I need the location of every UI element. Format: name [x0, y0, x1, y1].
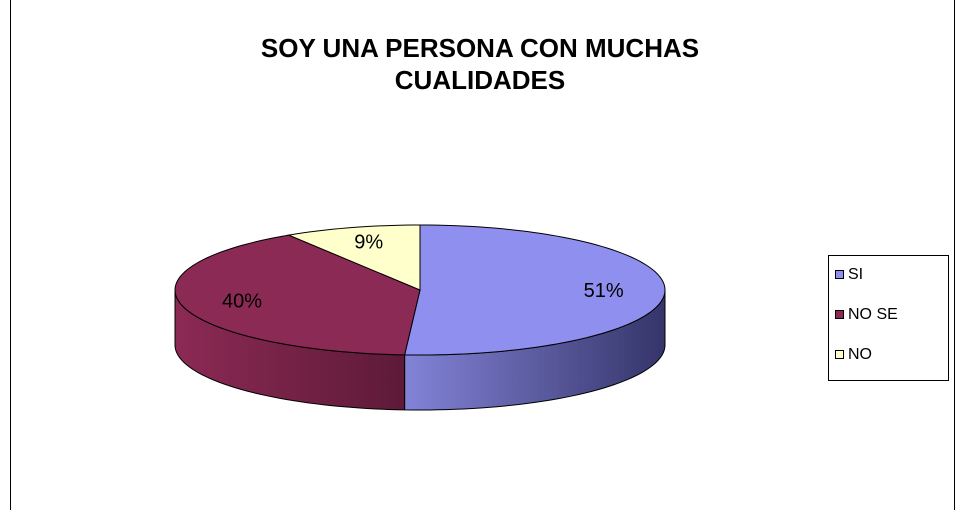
pie: 51% 40% 9% — [174, 224, 666, 411]
legend-box — [828, 255, 949, 381]
data-label: 51% — [584, 280, 624, 302]
slice — [174, 234, 421, 356]
chart-title: SOY UNA PERSONA CON MUCHAS CUALIDADES — [260, 33, 700, 95]
slice — [403, 224, 666, 356]
legend-label: SI — [848, 266, 863, 283]
legend-label: NO SE — [848, 306, 898, 323]
data-label: 40% — [222, 290, 262, 312]
legend-swatch — [835, 350, 844, 359]
legend-swatch — [835, 310, 844, 319]
legend-label: NO — [848, 346, 872, 363]
legend-swatch — [835, 270, 844, 279]
data-label: 9% — [354, 231, 383, 253]
slice — [286, 224, 421, 291]
